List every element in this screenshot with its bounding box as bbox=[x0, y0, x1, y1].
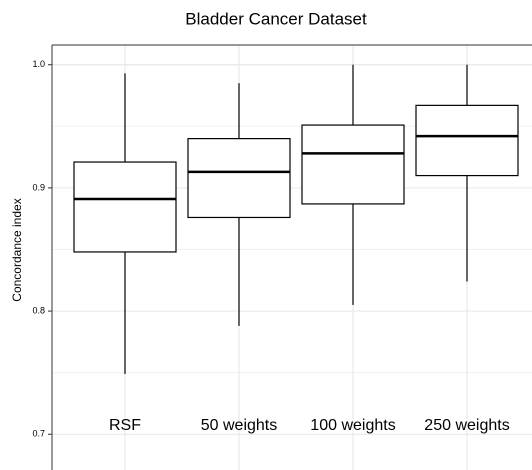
category-label: RSF bbox=[109, 417, 141, 434]
box bbox=[187, 138, 291, 219]
box bbox=[301, 124, 405, 205]
chart-title: Bladder Cancer Dataset bbox=[185, 9, 367, 28]
category-label: 100 weights bbox=[310, 417, 395, 434]
y-tick-label: 0.7 bbox=[32, 429, 45, 439]
y-axis-label: Concordance index bbox=[10, 198, 24, 301]
y-tick-label: 1.0 bbox=[32, 59, 45, 69]
box bbox=[73, 161, 177, 253]
category-label: 50 weights bbox=[201, 417, 278, 434]
y-tick-label: 0.9 bbox=[32, 182, 45, 192]
y-tick-label: 0.8 bbox=[32, 305, 45, 315]
box bbox=[415, 104, 519, 177]
category-label: 250 weights bbox=[424, 417, 509, 434]
